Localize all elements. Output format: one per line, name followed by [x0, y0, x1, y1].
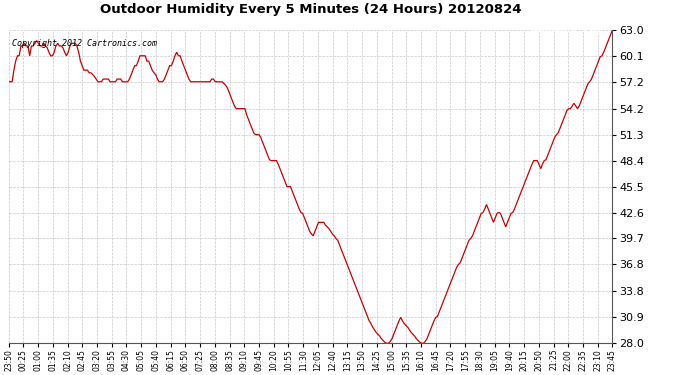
Title: Outdoor Humidity Every 5 Minutes (24 Hours) 20120824: Outdoor Humidity Every 5 Minutes (24 Hou…	[100, 3, 522, 16]
Text: Copyright 2012 Cartronics.com: Copyright 2012 Cartronics.com	[12, 39, 157, 48]
